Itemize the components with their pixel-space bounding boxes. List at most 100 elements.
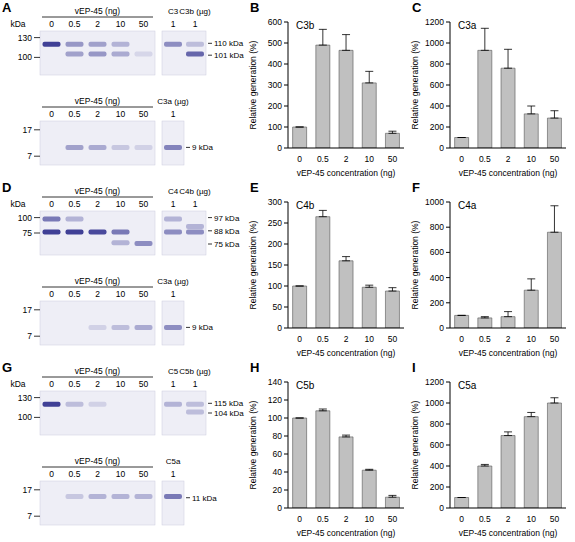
svg-text:0: 0 <box>297 514 302 524</box>
svg-text:50: 50 <box>388 514 398 524</box>
svg-text:0: 0 <box>459 154 464 164</box>
svg-text:17: 17 <box>23 125 33 135</box>
svg-text:800: 800 <box>430 419 444 429</box>
svg-text:0: 0 <box>439 323 444 333</box>
svg-text:200: 200 <box>430 298 444 308</box>
svg-text:10: 10 <box>116 19 126 29</box>
svg-text:0.5: 0.5 <box>69 469 81 479</box>
svg-text:130: 130 <box>18 33 32 43</box>
svg-text:10: 10 <box>526 514 536 524</box>
svg-text:G: G <box>8 360 12 375</box>
svg-text:Relative generation (%): Relative generation (%) <box>410 40 420 129</box>
svg-text:0: 0 <box>439 503 444 513</box>
svg-text:0.5: 0.5 <box>69 289 81 299</box>
svg-text:0: 0 <box>277 503 282 513</box>
svg-text:10: 10 <box>116 109 126 119</box>
svg-text:200: 200 <box>268 101 282 111</box>
svg-text:2: 2 <box>506 154 511 164</box>
svg-text:vEP-45 concentration (ng): vEP-45 concentration (ng) <box>297 528 396 538</box>
svg-text:Relative generation (%): Relative generation (%) <box>410 400 420 489</box>
svg-text:7: 7 <box>27 151 32 161</box>
svg-text:50: 50 <box>139 199 149 209</box>
svg-text:vEP-45 concentration (ng): vEP-45 concentration (ng) <box>297 168 396 178</box>
svg-text:1000: 1000 <box>425 38 444 48</box>
svg-text:50: 50 <box>550 334 560 344</box>
svg-text:0: 0 <box>277 323 282 333</box>
svg-text:vEP-45 (ng): vEP-45 (ng) <box>75 276 121 286</box>
svg-text:50: 50 <box>139 19 149 29</box>
svg-text:400: 400 <box>430 101 444 111</box>
svg-text:1: 1 <box>171 109 176 119</box>
svg-text:10: 10 <box>364 514 374 524</box>
svg-text:0: 0 <box>49 469 54 479</box>
svg-text:0.5: 0.5 <box>317 154 329 164</box>
svg-text:1000: 1000 <box>425 197 444 207</box>
svg-text:2: 2 <box>95 469 100 479</box>
svg-text:500: 500 <box>268 38 282 48</box>
svg-text:50: 50 <box>388 334 398 344</box>
svg-text:600: 600 <box>268 17 282 27</box>
svg-text:140: 140 <box>268 377 282 387</box>
svg-text:1: 1 <box>193 199 198 209</box>
svg-text:Relative generation (%): Relative generation (%) <box>248 400 258 489</box>
svg-text:Relative generation (%): Relative generation (%) <box>248 220 258 309</box>
svg-text:100: 100 <box>18 52 32 62</box>
svg-text:9 kDa: 9 kDa <box>192 323 213 332</box>
svg-text:A: A <box>8 0 12 15</box>
svg-text:vEP-45 (ng): vEP-45 (ng) <box>75 6 121 16</box>
svg-text:7: 7 <box>27 331 32 341</box>
svg-text:200: 200 <box>268 239 282 249</box>
svg-text:2: 2 <box>506 514 511 524</box>
svg-text:50: 50 <box>139 109 149 119</box>
svg-text:1: 1 <box>193 19 198 29</box>
svg-text:400: 400 <box>430 461 444 471</box>
svg-text:110 kDa: 110 kDa <box>214 39 244 48</box>
svg-text:7: 7 <box>27 511 32 521</box>
svg-text:2: 2 <box>344 514 349 524</box>
svg-text:0.5: 0.5 <box>317 514 329 524</box>
svg-text:1: 1 <box>171 379 176 389</box>
svg-text:11 kDa: 11 kDa <box>192 494 217 503</box>
svg-text:1: 1 <box>193 379 198 389</box>
svg-text:C4b (µg): C4b (µg) <box>179 187 211 196</box>
svg-text:10: 10 <box>116 379 126 389</box>
svg-text:75 kDa: 75 kDa <box>214 240 240 249</box>
svg-text:0.5: 0.5 <box>69 109 81 119</box>
svg-text:50: 50 <box>273 302 283 312</box>
svg-text:0: 0 <box>439 143 444 153</box>
svg-text:50: 50 <box>550 514 560 524</box>
svg-text:C5b (µg): C5b (µg) <box>179 367 211 376</box>
svg-text:10: 10 <box>116 469 126 479</box>
svg-text:1: 1 <box>171 19 176 29</box>
svg-text:2: 2 <box>344 154 349 164</box>
svg-text:800: 800 <box>430 59 444 69</box>
svg-text:0.5: 0.5 <box>69 199 81 209</box>
svg-text:0.5: 0.5 <box>479 154 491 164</box>
svg-text:vEP-45 (ng): vEP-45 (ng) <box>75 456 121 466</box>
svg-text:vEP-45 concentration (ng): vEP-45 concentration (ng) <box>459 528 558 538</box>
svg-text:kDa: kDa <box>10 19 25 29</box>
svg-text:Relative generation (%): Relative generation (%) <box>248 40 258 129</box>
svg-text:0.5: 0.5 <box>479 334 491 344</box>
svg-text:10: 10 <box>526 334 536 344</box>
svg-text:0: 0 <box>277 143 282 153</box>
svg-text:C3a (µg): C3a (µg) <box>157 97 189 106</box>
svg-text:97 kDa: 97 kDa <box>214 214 240 223</box>
svg-text:2: 2 <box>95 19 100 29</box>
svg-text:1: 1 <box>171 199 176 209</box>
svg-text:1: 1 <box>171 469 176 479</box>
svg-text:kDa: kDa <box>10 199 25 209</box>
svg-text:600: 600 <box>430 440 444 450</box>
svg-text:vEP-45 (ng): vEP-45 (ng) <box>75 186 121 196</box>
svg-text:600: 600 <box>430 247 444 257</box>
svg-text:100: 100 <box>268 413 282 423</box>
svg-text:C5a: C5a <box>166 457 181 466</box>
svg-text:10: 10 <box>364 154 374 164</box>
svg-text:100: 100 <box>18 213 32 223</box>
svg-text:9 kDa: 9 kDa <box>192 143 213 152</box>
svg-text:2: 2 <box>344 334 349 344</box>
svg-text:0.5: 0.5 <box>479 514 491 524</box>
svg-text:vEP-45 concentration (ng): vEP-45 concentration (ng) <box>297 348 396 358</box>
svg-text:17: 17 <box>23 485 33 495</box>
svg-text:D: D <box>8 180 11 195</box>
